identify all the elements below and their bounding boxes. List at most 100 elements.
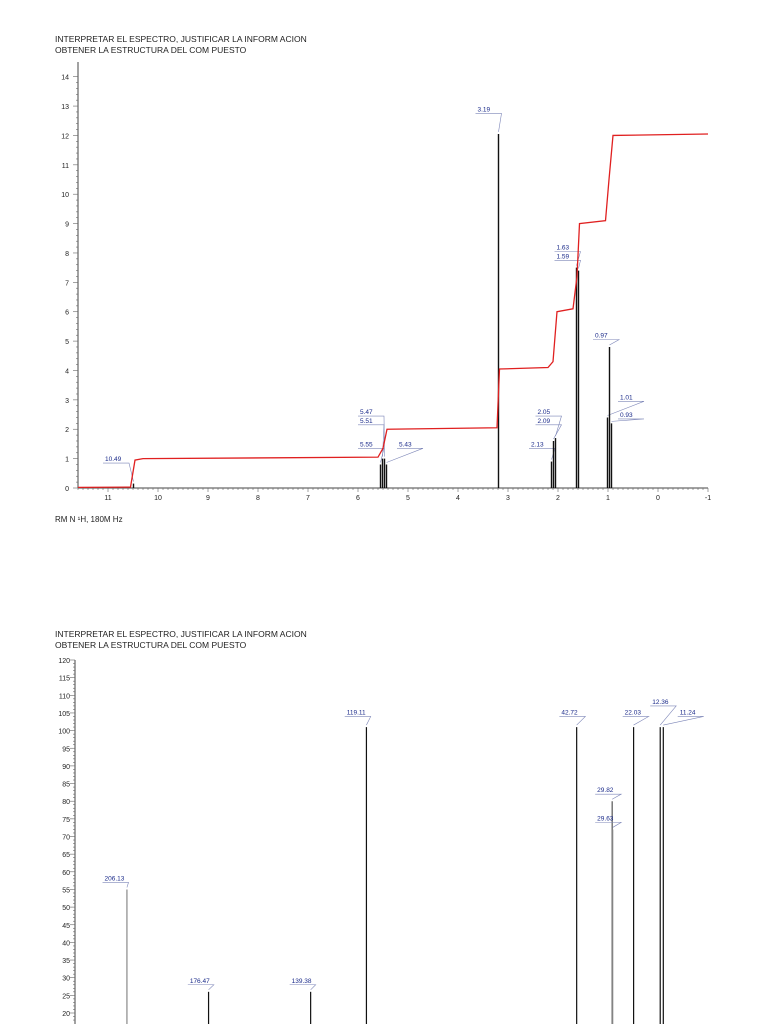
y-tick-label: 55: [62, 887, 70, 894]
y-tick-label: 20: [62, 1011, 70, 1018]
peak-label: 206.13: [105, 875, 125, 882]
x-tick-label: 11: [104, 495, 111, 502]
y-tick-label: 11: [62, 163, 69, 170]
y-tick-label: 40: [62, 940, 70, 947]
peak-leader-line: [535, 415, 562, 437]
y-tick-label: 6: [65, 310, 69, 317]
y-tick-label: 7: [65, 280, 69, 287]
peak-label: 12.36: [652, 699, 669, 706]
y-tick-label: 105: [58, 711, 70, 718]
peak-leader-line: [595, 822, 623, 828]
peak-leader-line: [554, 260, 581, 269]
x-tick-label: 1: [606, 495, 610, 502]
peak-leader-line: [595, 793, 623, 800]
peak-leader-line: [559, 716, 587, 726]
x-tick-label: 5: [406, 495, 410, 502]
spectrum2-title: INTERPRETAR EL ESPECTRO, JUSTIFICAR LA I…: [55, 629, 307, 651]
spectrum1-title-line1: INTERPRETAR EL ESPECTRO, JUSTIFICAR LA I…: [55, 34, 307, 44]
peak-label: 5.47: [360, 409, 373, 416]
peak-leader-line: [187, 984, 215, 991]
peak-label: 2.13: [531, 441, 544, 448]
spectrum2-title-line1: INTERPRETAR EL ESPECTRO, JUSTIFICAR LA I…: [55, 629, 307, 639]
y-tick-label: 35: [62, 958, 70, 965]
y-tick-label: 70: [62, 835, 70, 842]
peak-label: 1.01: [620, 394, 633, 401]
y-tick-label: 5: [65, 339, 69, 346]
y-tick-label: 80: [62, 799, 70, 806]
y-tick-label: 9: [65, 222, 69, 229]
peak-label: 5.43: [399, 441, 412, 448]
y-tick-label: 100: [58, 729, 70, 736]
spectrum1-caption: RM N ¹H, 180M Hz: [55, 515, 123, 524]
peak-leader-line: [102, 882, 129, 888]
peak-label: 176.47: [190, 978, 210, 985]
y-tick-label: 65: [62, 852, 70, 859]
peak-label: 0.97: [595, 333, 608, 340]
peak-leader-line: [475, 113, 502, 133]
peak-leader-line: [386, 448, 424, 463]
x-tick-label: 7: [306, 495, 310, 502]
peak-leader-line: [289, 984, 317, 991]
peak-label: 1.59: [557, 253, 570, 260]
peak-leader-line: [611, 418, 645, 422]
spectrum2-title-line2: OBTENER LA ESTRUCTURA DEL COM PUESTO: [55, 640, 247, 650]
peak-label: 10.49: [105, 456, 122, 463]
x-tick-label: -1: [705, 495, 711, 502]
peak-leader-line: [344, 716, 372, 726]
x-tick-label: 8: [256, 495, 260, 502]
y-tick-label: 90: [62, 764, 70, 771]
y-tick-label: 4: [65, 368, 69, 375]
peak-label: 29.82: [597, 787, 614, 794]
y-tick-label: 60: [62, 870, 70, 877]
y-tick-label: 50: [62, 905, 70, 912]
y-tick-label: 0: [65, 486, 69, 493]
y-tick-label: 8: [65, 251, 69, 258]
peak-label: 2.05: [538, 409, 551, 416]
peak-label: 139.38: [292, 978, 312, 985]
y-tick-label: 95: [62, 746, 70, 753]
y-tick-label: 2: [65, 427, 69, 434]
y-tick-label: 75: [62, 817, 70, 824]
y-tick-label: 3: [65, 398, 69, 405]
peak-leader-line: [593, 339, 621, 346]
peak-label: 0.93: [620, 412, 633, 419]
peak-leader-line: [358, 448, 385, 463]
spectrum1-title-line2: OBTENER LA ESTRUCTURA DEL COM PUESTO: [55, 45, 247, 55]
x-tick-label: 3: [506, 495, 510, 502]
y-tick-label: 13: [61, 104, 69, 111]
y-tick-label: 110: [59, 693, 70, 700]
x-tick-label: 4: [456, 495, 460, 502]
spectrum1-title: INTERPRETAR EL ESPECTRO, JUSTIFICAR LA I…: [55, 34, 307, 56]
peak-leader-line: [607, 401, 645, 416]
y-tick-label: 10: [61, 192, 69, 199]
peak-label: 22.03: [625, 709, 642, 716]
x-tick-label: 6: [356, 495, 360, 502]
peak-leader-line: [663, 716, 704, 726]
peak-label: 42.72: [561, 709, 578, 716]
peak-label: 119.11: [347, 709, 366, 716]
y-tick-label: 45: [62, 923, 70, 930]
y-tick-label: 85: [62, 782, 70, 789]
y-tick-label: 120: [58, 658, 70, 665]
peak-label: 1.63: [557, 244, 570, 251]
y-tick-label: 14: [61, 75, 69, 82]
y-tick-label: 30: [62, 976, 70, 983]
peak-label: 29.63: [597, 815, 614, 822]
peak-label: 11.24: [680, 709, 696, 716]
y-tick-label: 25: [62, 993, 70, 1000]
x-tick-label: 2: [556, 495, 560, 502]
x-tick-label: 9: [206, 495, 210, 502]
peak-leader-line: [650, 705, 677, 726]
x-tick-label: 10: [154, 495, 162, 502]
peak-label: 3.19: [478, 106, 491, 113]
peak-label: 5.55: [360, 441, 373, 448]
peak-label: 2.09: [538, 418, 551, 425]
y-tick-label: 12: [61, 133, 69, 140]
x-tick-label: 0: [656, 495, 660, 502]
y-tick-label: 1: [65, 457, 69, 464]
y-tick-label: 115: [59, 676, 70, 683]
integral-curve: [77, 133, 709, 489]
peak-label: 5.51: [360, 418, 373, 425]
